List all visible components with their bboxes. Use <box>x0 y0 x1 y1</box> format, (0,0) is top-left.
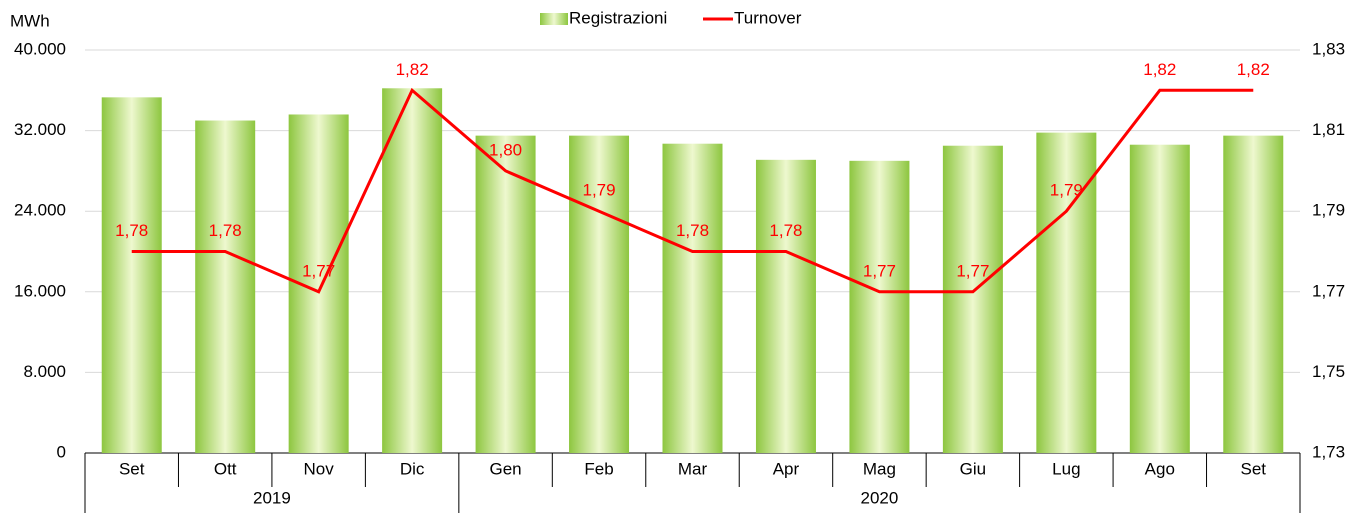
data-label: 1,80 <box>489 140 522 159</box>
bar <box>662 143 723 453</box>
x-tick-label: Giu <box>960 459 986 478</box>
legend-swatch <box>540 13 568 25</box>
x-tick-label: Set <box>119 459 145 478</box>
data-label: 1,77 <box>863 261 896 280</box>
x-tick-label: Mag <box>863 459 896 478</box>
y-tick-label: 32.000 <box>14 120 66 139</box>
y2-tick-label: 1,73 <box>1312 442 1345 461</box>
bar <box>382 88 443 453</box>
x-tick-label: Dic <box>400 459 425 478</box>
data-label: 1,78 <box>769 221 802 240</box>
bar <box>1129 144 1190 453</box>
bar <box>942 145 1003 453</box>
data-label: 1,78 <box>209 221 242 240</box>
x-tick-label: Ott <box>214 459 237 478</box>
group-label: 2019 <box>253 488 291 507</box>
y-tick-label: 24.000 <box>14 201 66 220</box>
x-tick-label: Feb <box>584 459 613 478</box>
bar <box>569 135 630 453</box>
bar <box>101 97 162 453</box>
x-tick-label: Gen <box>490 459 522 478</box>
y-tick-label: 16.000 <box>14 281 66 300</box>
data-label: 1,77 <box>302 261 335 280</box>
y-axis-label: MWh <box>10 11 50 30</box>
data-label: 1,77 <box>956 261 989 280</box>
y2-tick-label: 1,75 <box>1312 362 1345 381</box>
data-label: 1,79 <box>582 181 615 200</box>
x-tick-label: Mar <box>678 459 708 478</box>
data-label: 1,78 <box>676 221 709 240</box>
data-label: 1,79 <box>1050 181 1083 200</box>
x-tick-label: Set <box>1241 459 1267 478</box>
y2-tick-label: 1,83 <box>1312 39 1345 58</box>
data-label: 1,82 <box>1143 60 1176 79</box>
y-tick-label: 40.000 <box>14 39 66 58</box>
group-label: 2020 <box>861 488 899 507</box>
bar <box>1223 135 1284 453</box>
legend-label: Registrazioni <box>569 8 667 27</box>
x-tick-label: Lug <box>1052 459 1080 478</box>
legend-label: Turnover <box>734 8 802 27</box>
y2-tick-label: 1,79 <box>1312 201 1345 220</box>
y-tick-label: 0 <box>57 442 66 461</box>
x-tick-label: Ago <box>1145 459 1175 478</box>
bar <box>195 120 256 454</box>
data-label: 1,82 <box>396 60 429 79</box>
data-label: 1,82 <box>1237 60 1270 79</box>
x-tick-label: Apr <box>773 459 800 478</box>
bar <box>849 160 910 453</box>
x-tick-label: Nov <box>304 459 335 478</box>
bar <box>475 135 536 453</box>
data-label: 1,78 <box>115 221 148 240</box>
y2-tick-label: 1,81 <box>1312 120 1345 139</box>
line <box>131 87 1254 294</box>
bar <box>755 159 816 453</box>
y2-tick-label: 1,77 <box>1312 281 1345 300</box>
y-tick-label: 8.000 <box>23 362 66 381</box>
